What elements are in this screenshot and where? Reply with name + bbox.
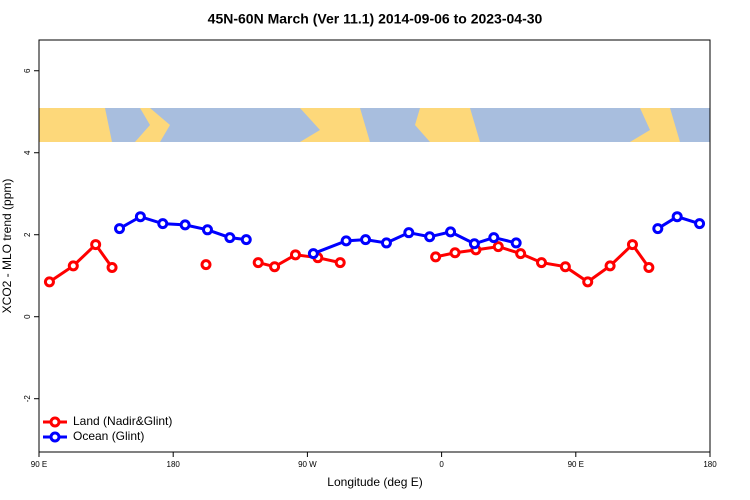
y-axis-label: XCO2 - MLO trend (ppm) xyxy=(0,179,14,314)
point xyxy=(334,257,346,269)
point xyxy=(445,226,457,238)
point xyxy=(252,257,264,269)
legend-label: Ocean (Glint) xyxy=(73,429,144,443)
point xyxy=(224,232,236,244)
point xyxy=(536,257,548,269)
point xyxy=(360,234,372,246)
point xyxy=(671,211,683,223)
x-tick-label: 90 E xyxy=(568,460,584,469)
point xyxy=(43,276,55,288)
point xyxy=(488,232,500,244)
y-tick-label: 2 xyxy=(23,232,32,237)
point xyxy=(515,248,527,260)
legend-marker xyxy=(49,431,61,443)
y-tick-label: 4 xyxy=(23,150,32,155)
point xyxy=(694,218,706,230)
x-axis-label: Longitude (deg E) xyxy=(327,475,422,489)
point xyxy=(430,251,442,263)
point xyxy=(106,262,118,274)
point xyxy=(626,239,638,251)
x-tick-label: 180 xyxy=(167,460,181,469)
point xyxy=(200,259,212,271)
point xyxy=(468,238,480,250)
point xyxy=(604,260,616,272)
point xyxy=(492,241,504,253)
point xyxy=(424,231,436,243)
point xyxy=(157,218,169,230)
point xyxy=(269,261,281,273)
point xyxy=(340,235,352,247)
chart-title: 45N-60N March (Ver 11.1) 2014-09-06 to 2… xyxy=(208,11,543,27)
point xyxy=(582,276,594,288)
map-band xyxy=(39,108,710,142)
point xyxy=(289,249,301,261)
point xyxy=(179,219,191,231)
legend-label: Land (Nadir&Glint) xyxy=(73,414,172,428)
point xyxy=(307,248,319,260)
x-tick-label: 0 xyxy=(439,460,444,469)
point xyxy=(90,239,102,251)
point xyxy=(652,223,664,235)
y-tick-label: -2 xyxy=(23,395,32,403)
x-tick-label: 180 xyxy=(703,460,717,469)
plot-frame xyxy=(38,39,711,453)
point xyxy=(201,224,213,236)
point xyxy=(449,247,461,259)
point xyxy=(380,237,392,249)
point xyxy=(240,234,252,246)
y-tick-label: 6 xyxy=(23,68,32,73)
legend-marker xyxy=(49,416,61,428)
point xyxy=(559,261,571,273)
point xyxy=(643,262,655,274)
series-line xyxy=(48,242,651,284)
point xyxy=(510,237,522,249)
point xyxy=(134,211,146,223)
y-tick-label: 0 xyxy=(23,314,32,319)
point xyxy=(403,227,415,239)
x-tick-label: 90 W xyxy=(298,460,317,469)
point xyxy=(67,260,79,272)
point xyxy=(114,223,126,235)
x-tick-label: 90 E xyxy=(31,460,47,469)
